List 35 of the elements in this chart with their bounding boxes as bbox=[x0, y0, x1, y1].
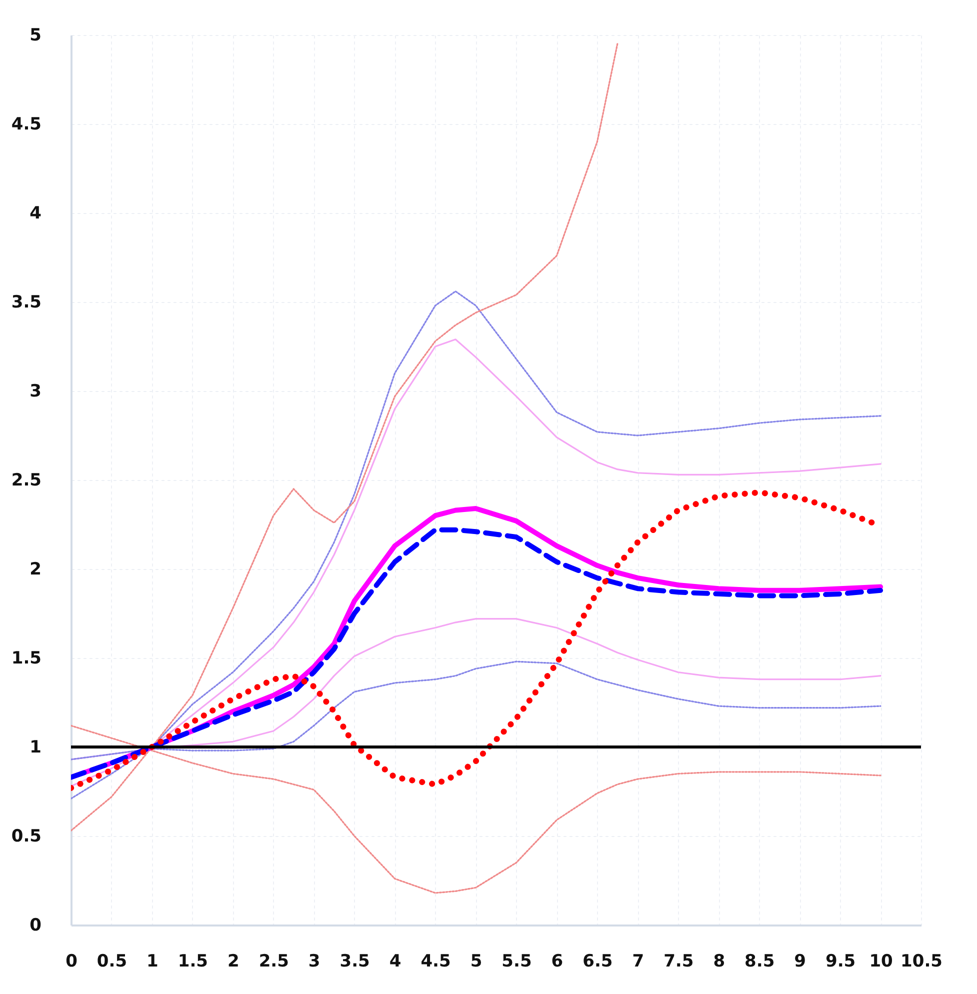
x-tick-label: 3 bbox=[308, 952, 320, 972]
y-tick-label: 4 bbox=[30, 204, 42, 224]
x-tick-label: 3.5 bbox=[340, 952, 370, 972]
y-tick-label: 3 bbox=[30, 382, 42, 402]
y-tick-label: 2.5 bbox=[11, 470, 42, 490]
x-tick-label: 0 bbox=[66, 952, 78, 972]
x-tick-label: 4.5 bbox=[420, 952, 451, 972]
y-tick-label: 3.5 bbox=[11, 292, 42, 312]
x-tick-label: 0.5 bbox=[96, 952, 128, 972]
y-tick-label: 1.5 bbox=[11, 648, 42, 668]
x-tick-label: 7 bbox=[632, 952, 644, 972]
y-tick-label: 4.5 bbox=[11, 114, 42, 134]
x-tick-label: 6 bbox=[551, 952, 564, 972]
x-tick-label: 8 bbox=[713, 952, 726, 972]
y-tick-label: 5 bbox=[30, 26, 42, 46]
x-tick-label: 9.5 bbox=[825, 952, 856, 972]
line-series bbox=[71, 660, 882, 760]
x-tick-label: 1 bbox=[146, 952, 158, 972]
y-tick-label: 0.5 bbox=[11, 826, 42, 846]
x-tick-label: 4 bbox=[389, 952, 402, 972]
line-series bbox=[71, 618, 882, 760]
y-tick-label: 0 bbox=[30, 916, 42, 936]
x-tick-label: 1.5 bbox=[178, 952, 208, 972]
x-tick-label: 7.5 bbox=[664, 952, 694, 972]
x-tick-label: 10.5 bbox=[900, 952, 942, 972]
x-tick-label: 2 bbox=[227, 952, 240, 972]
x-tick-label: 2.5 bbox=[258, 952, 289, 972]
x-tick-label: 9 bbox=[794, 952, 806, 972]
x-tick-label: 5.5 bbox=[502, 952, 532, 972]
x-tick-label: 6.5 bbox=[582, 952, 613, 972]
x-tick-label: 8.5 bbox=[744, 952, 775, 972]
x-tick-label: 10 bbox=[869, 952, 894, 972]
x-tick-label: 5 bbox=[470, 952, 482, 972]
y-tick-label: 2 bbox=[30, 560, 42, 580]
y-tick-label: 1 bbox=[30, 738, 42, 758]
